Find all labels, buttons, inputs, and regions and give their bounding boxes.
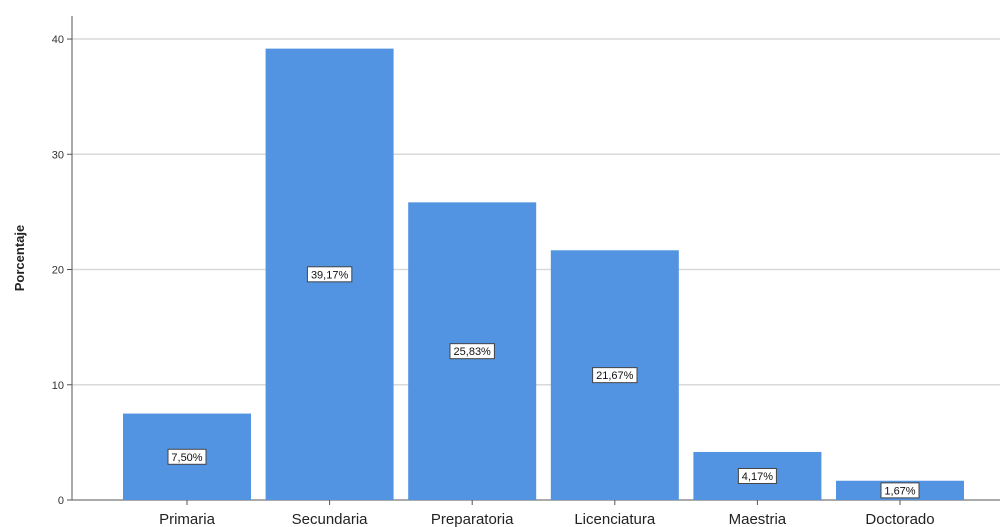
- data-label-preparatoria: 25,83%: [449, 343, 495, 360]
- y-axis-title: Porcentaje: [12, 225, 27, 291]
- category-label: Licenciatura: [574, 511, 656, 527]
- data-label-text: 7,50%: [171, 452, 202, 464]
- category-label: Secundaria: [292, 511, 369, 527]
- category-label: Preparatoria: [431, 511, 514, 527]
- bars: [123, 48, 964, 501]
- category-labels: Primaria Secundaria Preparatoria Licenciatu…: [159, 500, 935, 527]
- y-tick-label: 0: [58, 495, 64, 507]
- data-label-text: 25,83%: [454, 346, 492, 358]
- y-tick-label: 10: [52, 380, 64, 392]
- data-label-text: 4,17%: [742, 471, 773, 483]
- y-tick-label: 30: [52, 149, 64, 161]
- data-label-text: 1,67%: [884, 485, 915, 497]
- data-label-maestria: 4,17%: [737, 467, 777, 484]
- data-label-box: [737, 467, 777, 484]
- data-label-primaria: 7,50%: [167, 448, 207, 465]
- data-label-text: 39,17%: [311, 269, 349, 281]
- data-label-doctorado: 1,67%: [880, 482, 920, 499]
- data-label-text: 21,67%: [596, 370, 634, 382]
- y-tick-label: 40: [52, 34, 64, 46]
- data-label-licenciatura: 21,67%: [592, 367, 638, 384]
- y-tick-label: 20: [52, 265, 64, 277]
- data-label-secundaria: 39,17%: [306, 266, 353, 283]
- data-label-box: [306, 266, 353, 283]
- y-tick-labels: 0 10 20 30 40: [52, 34, 72, 507]
- category-label: Maestria: [729, 511, 787, 527]
- data-label-box: [167, 448, 207, 465]
- data-label-box: [449, 343, 495, 360]
- data-labels: 7,50% 39,17% 25,83% 21,67% 4,17% 1,67%: [167, 266, 920, 499]
- category-label: Doctorado: [865, 511, 934, 527]
- data-label-box: [880, 482, 920, 499]
- data-label-box: [592, 367, 638, 384]
- category-label: Primaria: [159, 511, 215, 527]
